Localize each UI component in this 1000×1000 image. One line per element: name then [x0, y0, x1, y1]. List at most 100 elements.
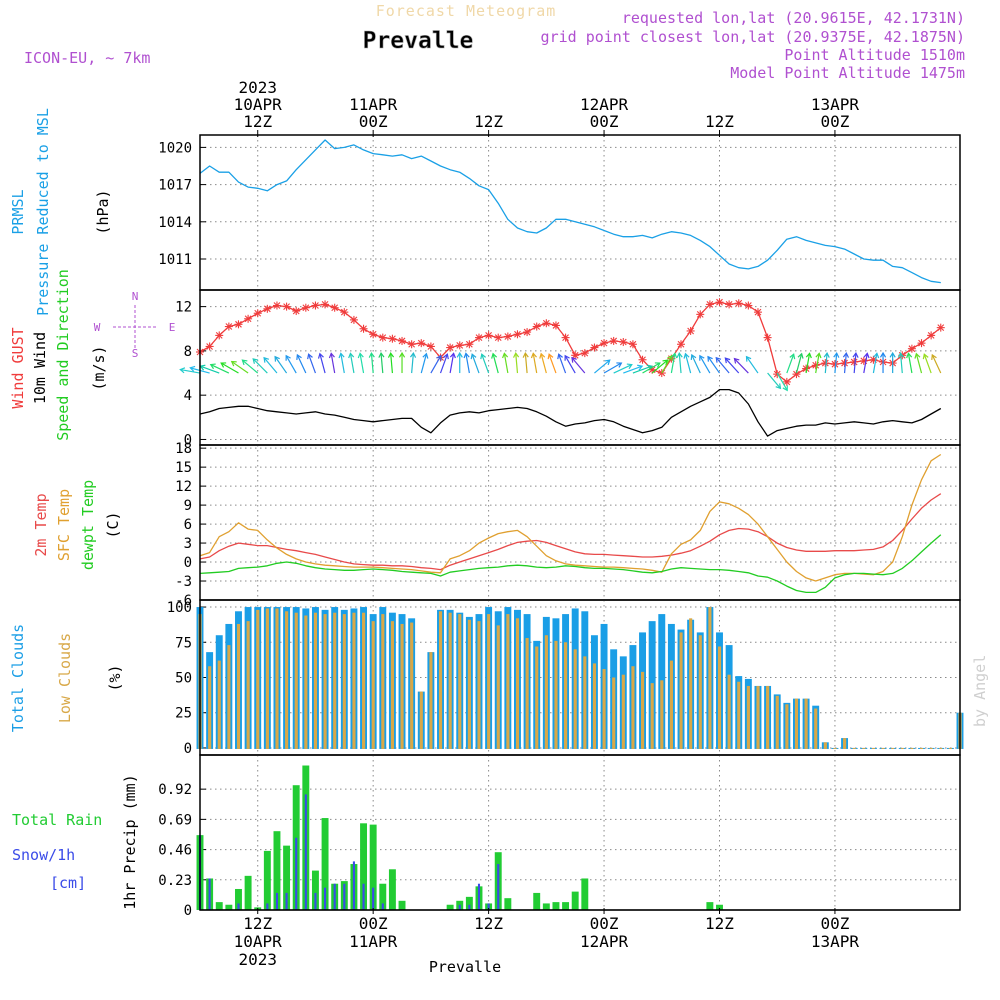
- ytick-label: 15: [175, 460, 192, 476]
- ytick-label: 0: [184, 741, 192, 757]
- bottom-time-label: 12APR: [580, 932, 629, 951]
- wind-direction-arrow: [923, 354, 932, 374]
- low-clouds-bar: [496, 625, 500, 749]
- wind-arrow-head: [449, 352, 456, 359]
- wind-arrow-head: [707, 355, 713, 362]
- bottom-time-label: 00Z: [820, 914, 849, 933]
- rain-bar: [571, 891, 579, 910]
- gust-marker: [254, 309, 262, 317]
- ytick-label: -3: [175, 574, 192, 590]
- top-time-label: 00Z: [820, 112, 849, 131]
- rain-bar: [446, 904, 454, 910]
- wind-arrow-head: [179, 367, 186, 374]
- wind-direction-arrow: [532, 353, 538, 374]
- low-clouds-bar: [900, 747, 904, 749]
- top-time-label: 13APR: [811, 95, 860, 114]
- gust-marker: [870, 356, 877, 364]
- gust-marker: [918, 339, 925, 347]
- ytick-label: 50: [175, 671, 192, 687]
- wind-arrow-head: [539, 352, 546, 359]
- snow-bar: [458, 904, 461, 910]
- low-clouds-bar: [631, 666, 635, 749]
- wind-direction-arrow: [359, 353, 365, 374]
- wind-arrow-head: [833, 351, 840, 358]
- legend-prmsl: PRMSL: [9, 189, 27, 234]
- wind-arrow-head: [724, 357, 731, 364]
- gust-marker: [764, 334, 771, 341]
- wind-direction-arrow: [515, 353, 519, 374]
- low-clouds-bar: [862, 747, 866, 749]
- wind-direction-arrow: [430, 355, 442, 374]
- gust-marker: [793, 370, 800, 378]
- wind-direction-arrow: [915, 353, 923, 374]
- station-title: Prevalle: [363, 28, 474, 54]
- wind-arrow-head: [547, 353, 554, 360]
- wind-arrow-head: [502, 352, 509, 359]
- snow-bar: [468, 904, 471, 910]
- wind-direction-arrow: [390, 353, 394, 374]
- low-clouds-bar: [708, 607, 712, 749]
- low-clouds-bar: [285, 611, 289, 749]
- low-clouds-bar: [352, 612, 356, 749]
- wind-arrow-head: [220, 362, 227, 368]
- wind-direction-arrow: [200, 365, 220, 374]
- compass-south: S: [132, 347, 139, 360]
- top-time-label: 00Z: [359, 112, 388, 131]
- wind-arrow-head: [745, 355, 752, 362]
- wind-direction-arrow: [805, 353, 811, 374]
- gust-marker: [687, 327, 695, 335]
- wind-arrow-head: [274, 355, 280, 362]
- gust-marker: [244, 315, 252, 323]
- wind-direction-arrow: [308, 354, 317, 374]
- low-clouds-bar: [756, 685, 760, 749]
- wind-direction-arrow: [715, 357, 730, 374]
- low-clouds-bar: [785, 704, 789, 749]
- low-clouds-bar: [419, 691, 423, 749]
- gust-marker: [292, 307, 300, 315]
- bottom-time-label: 12Z: [474, 914, 503, 933]
- low-clouds-bar: [948, 747, 952, 749]
- wind-direction-arrow: [899, 353, 903, 374]
- ytick-label: 0: [184, 903, 192, 919]
- wind-direction-arrow: [746, 356, 759, 374]
- snow-bar: [487, 903, 490, 910]
- legend-pressure-msl: Pressure Reduced to MSL: [34, 108, 52, 316]
- gust-marker: [802, 365, 810, 372]
- wind-direction-arrow: [707, 356, 720, 374]
- ytick-label: -6: [175, 593, 192, 609]
- wind-direction-arrow: [465, 353, 470, 374]
- wind-direction-arrow: [564, 355, 576, 374]
- wind-arrow-head: [436, 354, 442, 361]
- low-clouds-bar: [333, 612, 337, 749]
- low-clouds-bar: [438, 611, 443, 749]
- gust-marker: [908, 345, 916, 353]
- gust-marker: [927, 332, 935, 339]
- snow-bar: [333, 883, 336, 910]
- wind-direction-arrow: [699, 355, 711, 374]
- gust-marker: [379, 334, 387, 341]
- gust-marker: [446, 344, 454, 351]
- low-clouds-bar: [467, 619, 471, 749]
- model-label: ICON-EU, ~ 7km: [24, 49, 150, 67]
- gust-marker: [369, 330, 377, 338]
- wind-arrow-head: [368, 351, 375, 358]
- wind-direction-arrow: [843, 353, 847, 374]
- low-clouds-bar: [477, 621, 481, 749]
- wind-direction-arrow: [340, 353, 345, 374]
- low-clouds-bar: [342, 614, 346, 749]
- ylabel-clouds: (%): [106, 664, 124, 691]
- panel-wind: 0 4 8 12 Wind GUST 10m Wind Speed and Directio…: [9, 269, 961, 448]
- rain-bar: [235, 888, 242, 910]
- wind-arrow-head: [733, 357, 740, 364]
- wind-direction-arrow: [824, 353, 828, 374]
- gust-marker: [648, 366, 656, 374]
- wind-direction-arrow: [767, 372, 781, 389]
- low-clouds-bar: [304, 615, 308, 749]
- wind-arrow-head: [775, 383, 782, 390]
- wind-direction-arrow: [252, 358, 268, 374]
- low-clouds-bar: [390, 621, 394, 749]
- ytick-label: 0: [184, 432, 192, 448]
- wind-arrow-head: [715, 356, 722, 363]
- wind-direction-arrow: [632, 365, 652, 374]
